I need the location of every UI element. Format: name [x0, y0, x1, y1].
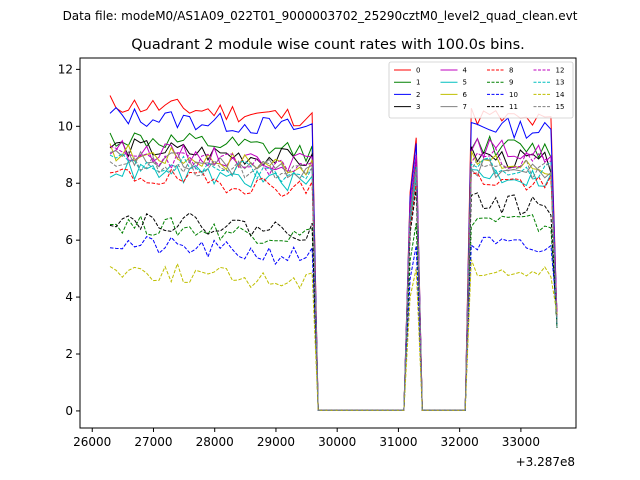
series-line-9 — [109, 214, 558, 411]
y-tick-label: 12 — [58, 62, 73, 76]
legend-label: 4 — [463, 67, 468, 75]
x-tick-label: 31000 — [379, 435, 417, 449]
legend-label: 10 — [509, 91, 518, 99]
series-line-10 — [109, 235, 558, 411]
legend-label: 13 — [556, 79, 565, 87]
series-line-4 — [109, 137, 558, 411]
legend-label: 3 — [416, 103, 420, 111]
legend-label: 7 — [463, 103, 467, 111]
legend-label: 1 — [416, 79, 420, 87]
y-tick-label: 10 — [58, 119, 73, 133]
series-line-2 — [109, 106, 558, 411]
y-axis: 0 2 4 6 8 10 12 — [58, 62, 80, 418]
legend-label: 6 — [463, 91, 468, 99]
x-tick-label: 33000 — [502, 435, 540, 449]
legend-label: 0 — [416, 67, 420, 75]
series-line-6 — [109, 143, 558, 411]
axes-frame — [79, 57, 577, 429]
series-line-11 — [109, 188, 558, 411]
series-line-14 — [109, 259, 558, 411]
series-line-15 — [109, 155, 558, 411]
legend-label: 9 — [509, 79, 513, 87]
legend-label: 8 — [509, 67, 513, 75]
series-line-5 — [109, 159, 558, 411]
x-tick-label: 32000 — [441, 435, 479, 449]
legend-label: 5 — [463, 79, 467, 87]
y-tick-label: 8 — [65, 176, 73, 190]
x-axis: 26000 27000 28000 29000 30000 31000 32000 33000 — [73, 428, 540, 449]
legend-label: 15 — [556, 103, 565, 111]
y-tick-label: 4 — [65, 290, 73, 304]
series-line-0 — [109, 95, 558, 411]
series-line-1 — [109, 132, 558, 411]
y-tick-label: 6 — [65, 233, 73, 247]
series-line-7 — [109, 150, 558, 411]
x-offset-label: +3.287e8 — [516, 455, 575, 469]
series-layer — [109, 95, 558, 411]
x-tick-label: 27000 — [134, 435, 172, 449]
x-tick-label: 26000 — [73, 435, 111, 449]
y-tick-label: 2 — [65, 347, 73, 361]
legend-label: 12 — [556, 67, 565, 75]
legend-frame — [388, 61, 574, 119]
x-tick-label: 29000 — [257, 435, 295, 449]
chart-suptitle: Data file: modeM0/AS1A09_022T01_90000037… — [63, 9, 578, 23]
x-tick-label: 30000 — [318, 435, 356, 449]
legend-label: 2 — [416, 91, 420, 99]
series-line-8 — [109, 168, 558, 411]
plot-area — [79, 57, 577, 429]
chart-title: Quadrant 2 module wise count rates with … — [131, 37, 525, 53]
x-tick-label: 28000 — [196, 435, 234, 449]
y-tick-label: 0 — [65, 404, 73, 418]
legend-label: 14 — [556, 91, 565, 99]
series-line-13 — [109, 152, 558, 411]
legend-label: 11 — [509, 103, 518, 111]
